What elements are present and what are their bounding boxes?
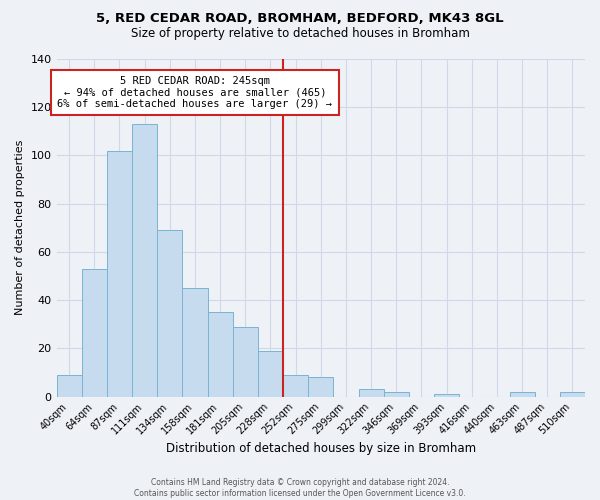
- Text: 5 RED CEDAR ROAD: 245sqm
← 94% of detached houses are smaller (465)
6% of semi-d: 5 RED CEDAR ROAD: 245sqm ← 94% of detach…: [58, 76, 332, 109]
- Text: 5, RED CEDAR ROAD, BROMHAM, BEDFORD, MK43 8GL: 5, RED CEDAR ROAD, BROMHAM, BEDFORD, MK4…: [96, 12, 504, 26]
- Bar: [208, 312, 233, 396]
- Bar: [509, 392, 535, 396]
- Bar: [157, 230, 182, 396]
- Bar: [182, 288, 208, 397]
- Bar: [82, 269, 107, 396]
- Bar: [56, 375, 82, 396]
- Bar: [107, 150, 132, 396]
- Bar: [283, 375, 308, 396]
- Bar: [258, 351, 283, 397]
- Bar: [233, 326, 258, 396]
- X-axis label: Distribution of detached houses by size in Bromham: Distribution of detached houses by size …: [166, 442, 476, 455]
- Bar: [560, 392, 585, 396]
- Text: Contains HM Land Registry data © Crown copyright and database right 2024.
Contai: Contains HM Land Registry data © Crown c…: [134, 478, 466, 498]
- Bar: [383, 392, 409, 396]
- Bar: [359, 390, 383, 396]
- Bar: [308, 378, 334, 396]
- Text: Size of property relative to detached houses in Bromham: Size of property relative to detached ho…: [131, 28, 469, 40]
- Y-axis label: Number of detached properties: Number of detached properties: [15, 140, 25, 316]
- Bar: [434, 394, 459, 396]
- Bar: [132, 124, 157, 396]
